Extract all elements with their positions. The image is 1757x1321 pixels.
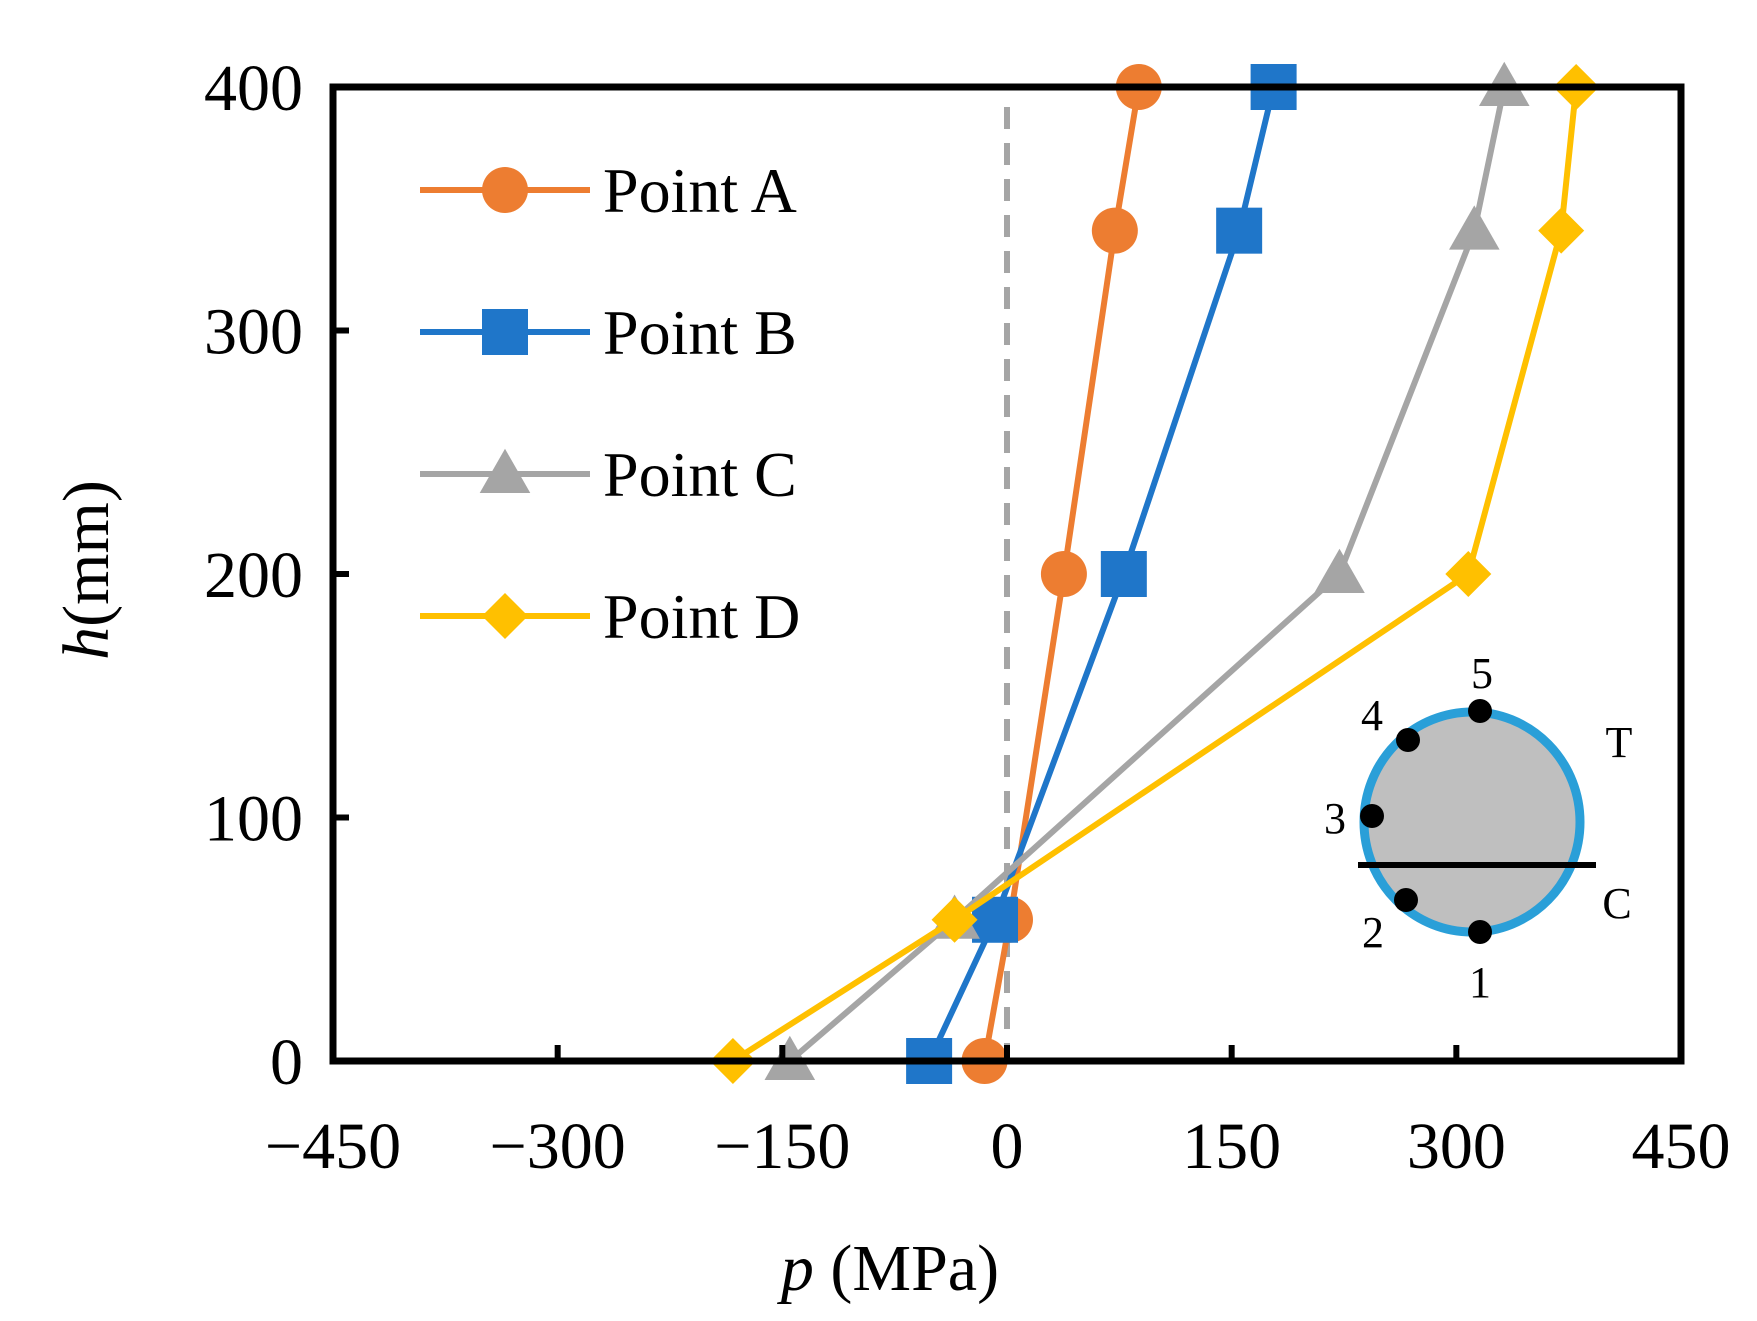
legend-marker-point-b	[482, 309, 528, 355]
y-tick-label-0: 0	[270, 1026, 303, 1099]
data-point-point-d-1	[931, 896, 978, 943]
y-tick-label-1: 100	[204, 783, 303, 856]
section-label-3: 3	[1324, 794, 1346, 843]
section-point-1	[1468, 920, 1492, 944]
section-point-3	[1360, 804, 1384, 828]
legend-label-point-a: Point A	[603, 155, 797, 226]
section-label-4: 4	[1361, 691, 1383, 740]
data-point-point-c-3	[1449, 205, 1500, 250]
section-label-5: 5	[1471, 649, 1493, 698]
section-point-4	[1396, 728, 1420, 752]
x-axis-variable: p	[777, 1232, 814, 1305]
series-line-point-c	[787, 86, 1508, 1064]
data-point-point-a-3	[1091, 207, 1138, 254]
x-tick-label-1: −300	[490, 1110, 626, 1183]
data-point-point-d-3	[1538, 207, 1585, 254]
x-axis-unit: (MPa)	[814, 1232, 999, 1305]
x-axis-title: p (MPa)	[777, 1232, 999, 1305]
legend-marker-point-d	[482, 593, 528, 639]
x-tick-label-0: −450	[265, 1110, 401, 1183]
legend-label-point-d: Point D	[603, 581, 800, 652]
zone-label-compression: C	[1602, 879, 1631, 928]
x-tick-label-3: 0	[991, 1110, 1024, 1183]
legend-label-point-c: Point C	[603, 439, 797, 510]
x-tick-label-6: 450	[1632, 1110, 1731, 1183]
y-tick-label-3: 300	[204, 296, 303, 369]
x-tick-label-2: −150	[714, 1110, 850, 1183]
cross-section-inset: 1 2 3 4 5 T C	[1324, 649, 1633, 1007]
section-label-2: 2	[1362, 908, 1384, 957]
data-point-point-a-2	[1040, 551, 1087, 597]
section-point-2	[1394, 888, 1418, 912]
y-axis-variable: h	[50, 627, 123, 660]
zone-label-tension: T	[1606, 718, 1633, 767]
data-point-point-d-2	[1445, 551, 1492, 597]
legend-label-point-b: Point B	[603, 297, 797, 368]
x-tick-label-4: 150	[1182, 1110, 1281, 1183]
x-tick-label-5: 300	[1407, 1110, 1506, 1183]
section-label-1: 1	[1469, 958, 1491, 1007]
y-axis-unit: (mm)	[50, 480, 123, 627]
legend-marker-point-c	[479, 448, 531, 493]
legend: Point A Point B Point C Point D	[420, 155, 800, 652]
y-axis-title: h(mm)	[50, 480, 123, 660]
y-tick-label-4: 400	[204, 52, 303, 125]
section-point-5	[1468, 699, 1492, 723]
series-point-c	[764, 61, 1530, 1080]
data-point-point-b-3	[1216, 207, 1263, 254]
y-tick-label-2: 200	[204, 539, 303, 612]
legend-marker-point-a	[482, 167, 528, 213]
data-point-point-b-2	[1100, 551, 1147, 597]
axes: −450 −300 −150 0 150 300 450 0 100 200 300 400	[204, 52, 1731, 1183]
data-point-point-c-2	[1314, 548, 1365, 593]
